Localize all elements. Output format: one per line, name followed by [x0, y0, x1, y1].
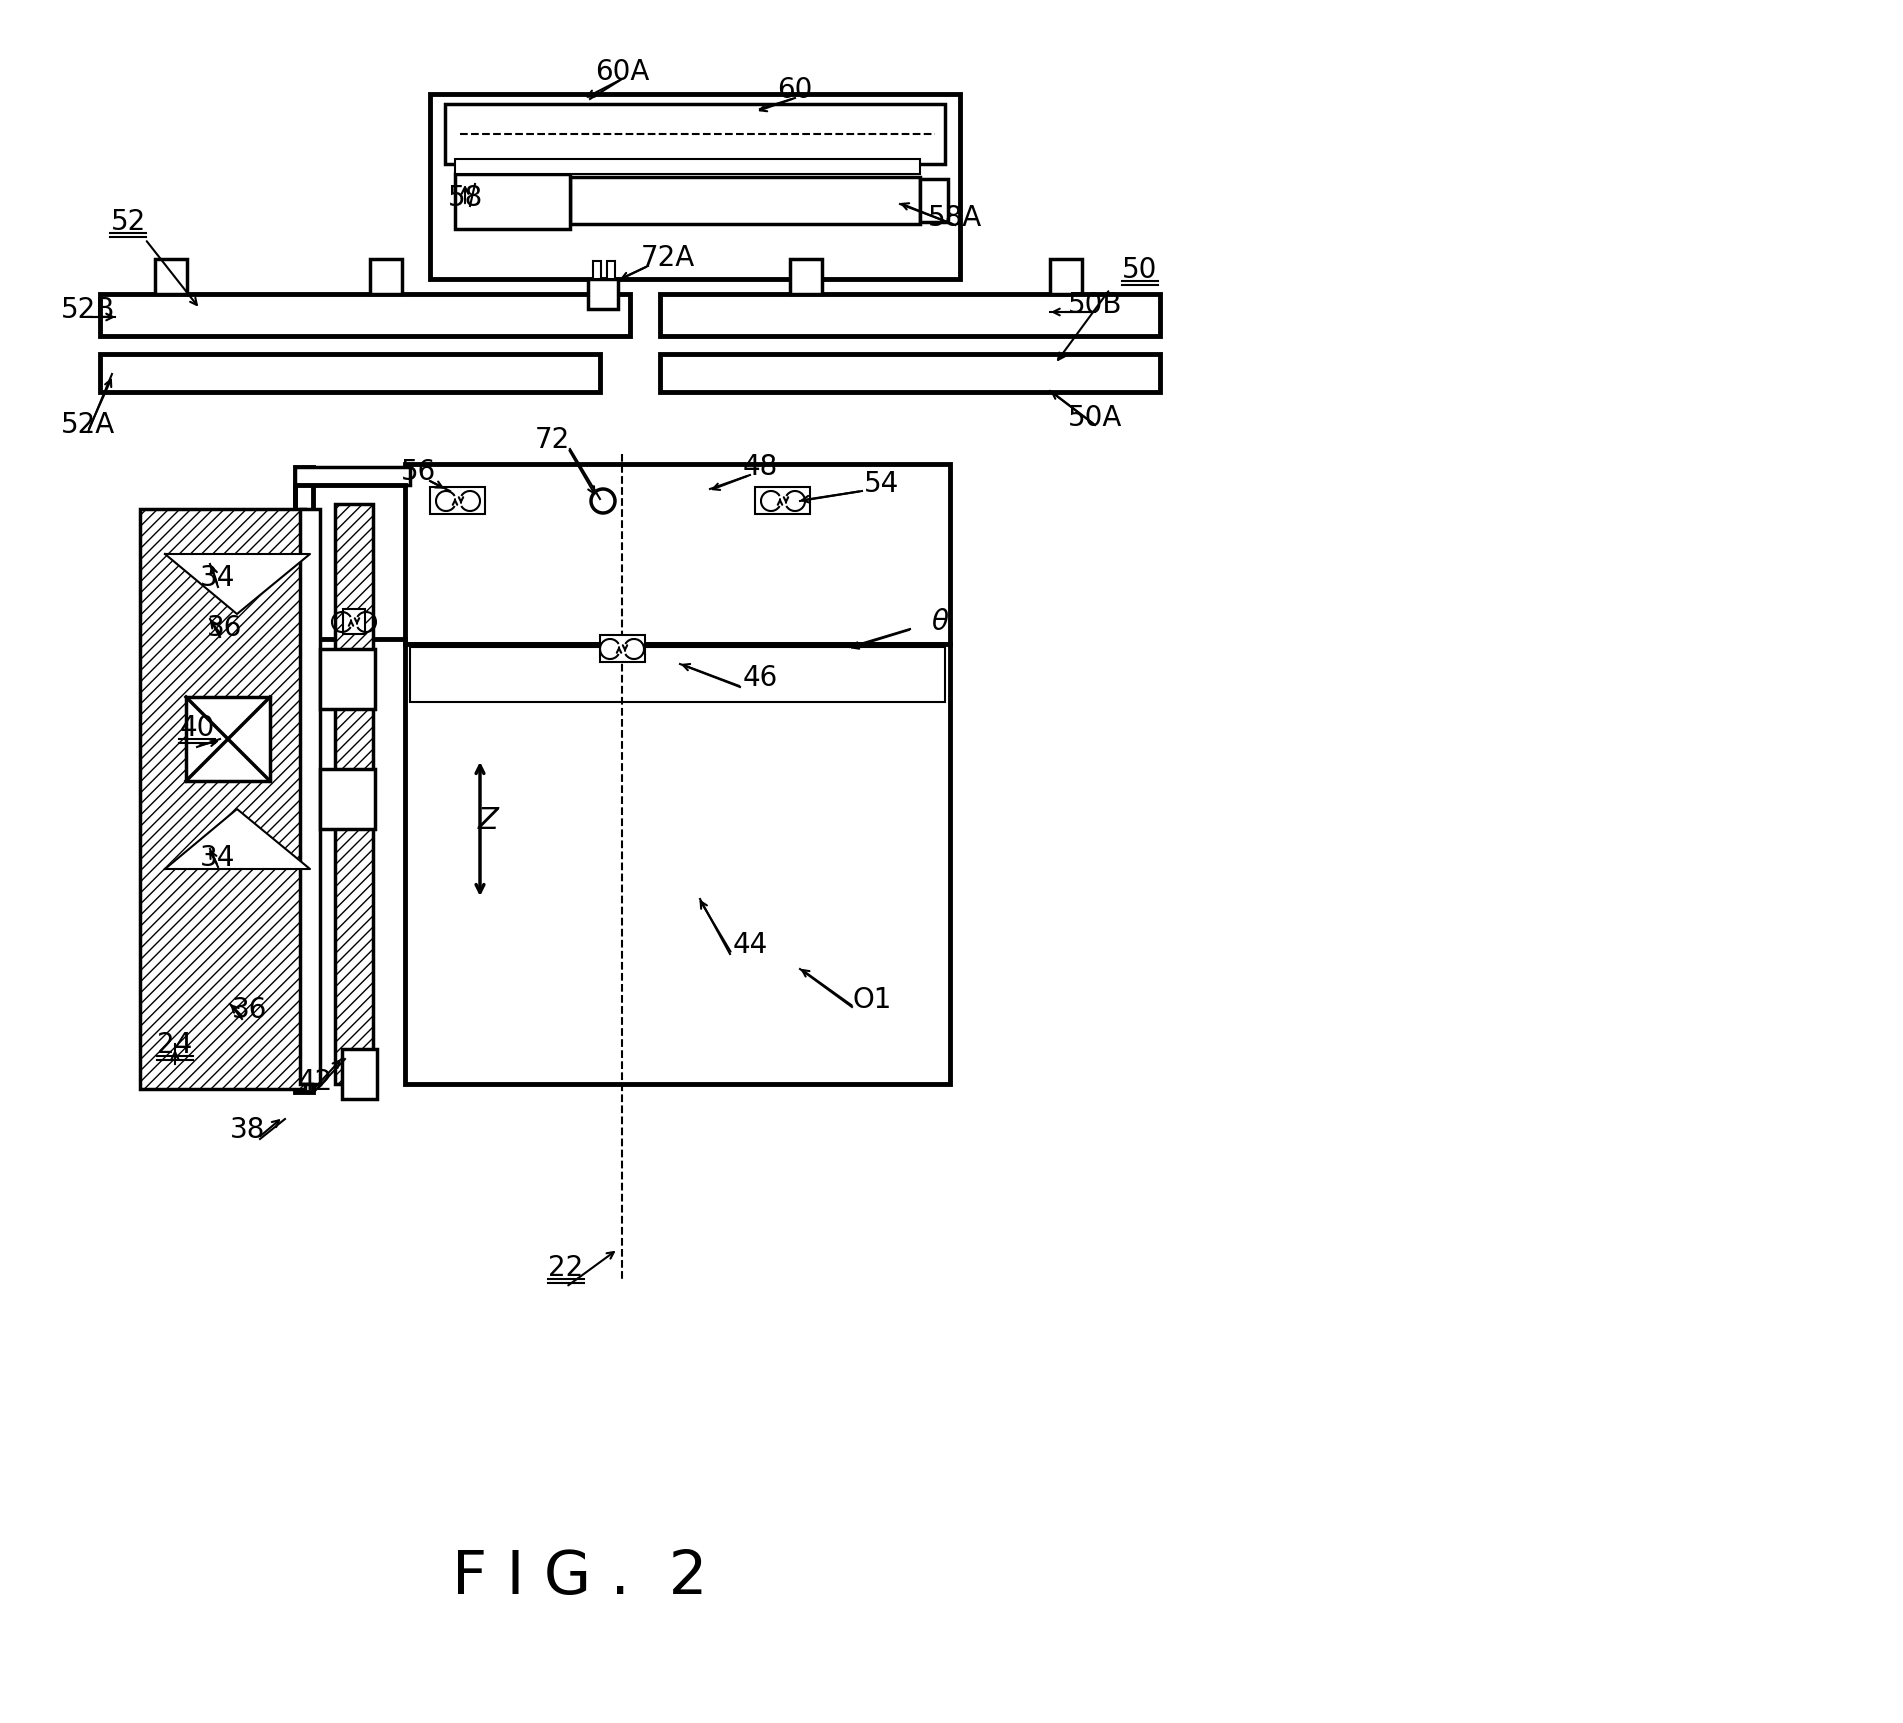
- Bar: [186, 698, 270, 782]
- Text: Z: Z: [478, 805, 499, 834]
- Text: 56: 56: [400, 458, 436, 486]
- Text: O1: O1: [853, 986, 893, 1013]
- Text: 52B: 52B: [61, 296, 116, 324]
- Bar: [154, 260, 186, 295]
- Bar: [295, 467, 409, 486]
- Bar: [594, 262, 601, 279]
- Bar: [343, 1049, 377, 1099]
- Bar: [599, 636, 645, 663]
- Bar: [455, 160, 919, 176]
- Bar: [101, 355, 599, 393]
- Text: 44: 44: [733, 930, 767, 958]
- Bar: [455, 176, 571, 229]
- Text: 60A: 60A: [596, 59, 649, 86]
- Circle shape: [592, 489, 615, 513]
- Bar: [790, 260, 822, 295]
- Bar: [369, 260, 402, 295]
- Text: 38: 38: [230, 1115, 266, 1144]
- Text: 52A: 52A: [61, 410, 114, 439]
- Text: 34: 34: [200, 844, 236, 872]
- Bar: [445, 105, 946, 165]
- Bar: [430, 488, 485, 515]
- Text: 50A: 50A: [1068, 403, 1123, 432]
- Bar: [755, 488, 811, 515]
- Bar: [919, 179, 948, 222]
- Text: 36: 36: [232, 996, 268, 1023]
- Text: 52: 52: [110, 208, 147, 236]
- Text: 42: 42: [297, 1067, 333, 1096]
- Text: 54: 54: [864, 470, 900, 498]
- Text: 72A: 72A: [641, 245, 695, 272]
- Text: 50: 50: [1123, 255, 1157, 284]
- Bar: [409, 648, 946, 703]
- Bar: [101, 295, 630, 336]
- Text: 36: 36: [207, 613, 244, 641]
- Text: 34: 34: [200, 563, 236, 591]
- Bar: [335, 505, 373, 1084]
- Bar: [320, 770, 375, 829]
- Text: 58: 58: [447, 184, 483, 212]
- Bar: [588, 279, 618, 310]
- Bar: [343, 610, 365, 634]
- Bar: [141, 510, 304, 1089]
- Bar: [295, 467, 312, 1092]
- Bar: [1050, 260, 1083, 295]
- Bar: [405, 465, 950, 644]
- Text: 50B: 50B: [1068, 291, 1123, 319]
- Text: 46: 46: [742, 663, 778, 691]
- Bar: [405, 644, 950, 1084]
- Text: F I G .  2: F I G . 2: [453, 1547, 708, 1606]
- Polygon shape: [166, 810, 310, 870]
- Bar: [571, 177, 919, 226]
- Bar: [430, 95, 959, 279]
- Bar: [607, 262, 615, 279]
- Text: 22: 22: [548, 1253, 584, 1282]
- Bar: [660, 295, 1161, 336]
- Text: 60: 60: [776, 76, 813, 103]
- Text: 40: 40: [179, 713, 215, 741]
- Bar: [301, 510, 320, 1084]
- Polygon shape: [166, 555, 310, 615]
- Bar: [660, 355, 1161, 393]
- Text: 24: 24: [158, 1030, 192, 1058]
- Text: 72: 72: [535, 426, 569, 453]
- Text: $\theta$: $\theta$: [931, 608, 950, 636]
- Bar: [320, 650, 375, 710]
- Text: 58A: 58A: [929, 203, 982, 233]
- Text: 48: 48: [742, 453, 778, 481]
